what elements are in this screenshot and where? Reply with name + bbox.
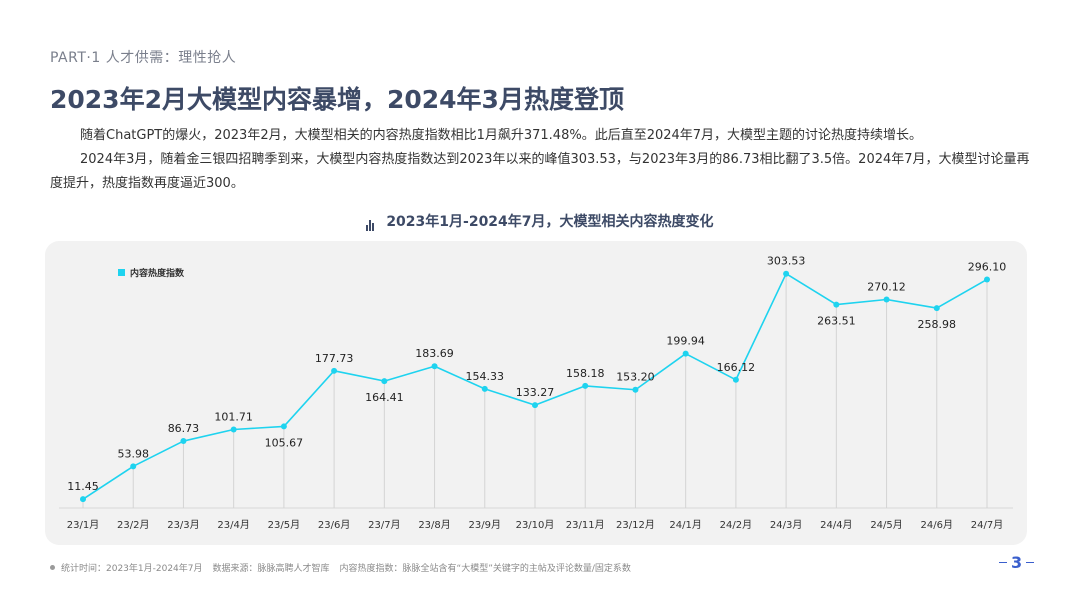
data-label: 183.69 (415, 347, 454, 360)
data-label: 53.98 (117, 447, 149, 460)
data-point (80, 496, 86, 503)
chart-panel: 11.45 53.98 86.73 101.71 105.67 177.73 164.41 1… (45, 241, 1027, 545)
x-tick-label: 23/12月 (616, 519, 655, 531)
intro-paragraph-1: 随着ChatGPT的爆火，2023年2月，大模型相关的内容热度指数相比1月飙升3… (80, 128, 923, 143)
data-label: 133.27 (516, 386, 555, 399)
data-label: 166.12 (717, 361, 756, 374)
x-tick-label: 23/3月 (167, 519, 199, 531)
data-point (833, 301, 840, 308)
data-point (532, 402, 538, 409)
data-point (984, 276, 990, 283)
bar-chart-icon (366, 215, 375, 231)
chart-title: 2023年1月-2024年7月，大模型相关内容热度变化 (386, 214, 714, 230)
chart-legend: 内容热度指数 (118, 266, 184, 279)
data-label: 296.10 (968, 260, 1007, 273)
footer-stat-period: 统计时间：2023年1月-2024年7月 (61, 564, 203, 574)
footer-index-definition: 内容热度指数：脉脉全站含有“大模型”关键字的主帖及评论数量/固定系数 (339, 564, 631, 574)
x-tick-label: 24/4月 (820, 519, 852, 531)
legend-swatch (118, 269, 125, 276)
x-tick-label: 24/2月 (720, 519, 752, 531)
footer-note: 统计时间：2023年1月-2024年7月 数据来源：脉脉高聘人才智库 内容热度指… (50, 561, 641, 574)
data-label: 86.73 (168, 422, 200, 435)
data-point (381, 378, 388, 385)
data-point (280, 423, 287, 430)
page-number: 3 (995, 553, 1038, 572)
data-point (682, 350, 689, 357)
data-label: 11.45 (67, 480, 99, 493)
data-point (632, 386, 639, 393)
data-point (130, 463, 137, 470)
data-label: 270.12 (867, 281, 906, 294)
data-point (933, 305, 940, 312)
data-point (481, 385, 488, 392)
data-label: 154.33 (466, 370, 505, 383)
data-label: 303.53 (767, 255, 806, 268)
data-label: 263.51 (817, 315, 856, 328)
line-chart: 11.45 53.98 86.73 101.71 105.67 177.73 164.41 1… (59, 255, 1013, 531)
dash-left (999, 561, 1007, 564)
data-point (431, 363, 438, 370)
data-point (732, 376, 739, 383)
x-tick-label: 23/5月 (268, 519, 300, 531)
data-point (331, 367, 338, 374)
x-tick-label: 24/1月 (669, 519, 701, 531)
chart-heading: 2023年1月-2024年7月，大模型相关内容热度变化 (0, 211, 1080, 231)
data-point (582, 382, 589, 389)
intro-paragraph-2: 2024年3月，随着金三银四招聘季到来，大模型内容热度指数达到2023年以来的峰… (50, 152, 1030, 191)
data-label: 258.98 (918, 318, 957, 331)
x-tick-label: 23/8月 (418, 519, 450, 531)
page-number-value: 3 (1011, 553, 1023, 572)
data-point (783, 270, 790, 277)
legend-label: 内容热度指数 (130, 269, 185, 279)
data-label: 177.73 (315, 352, 354, 365)
x-tick-label: 24/7月 (971, 519, 1003, 531)
data-point (180, 438, 187, 445)
x-tick-label: 23/6月 (318, 519, 350, 531)
x-tick-label: 24/5月 (870, 519, 902, 531)
x-tick-label: 24/6月 (921, 519, 953, 531)
x-tick-label: 23/7月 (368, 519, 400, 531)
data-label: 105.67 (265, 436, 304, 449)
footer-data-source: 数据来源：脉脉高聘人才智库 (212, 564, 330, 574)
data-label: 101.71 (214, 410, 253, 423)
data-point (883, 296, 890, 303)
data-label: 199.94 (666, 335, 705, 348)
section-label: PART·1 人才供需：理性抢人 (50, 50, 237, 66)
page-headline: 2023年2月大模型内容暴增，2024年3月热度登顶 (50, 85, 624, 114)
x-tick-label: 23/4月 (217, 519, 249, 531)
x-tick-label: 23/10月 (516, 519, 555, 531)
x-tick-label: 24/3月 (770, 519, 802, 531)
data-label: 158.18 (566, 367, 605, 380)
data-label: 164.41 (365, 391, 404, 404)
data-point (230, 426, 237, 433)
x-tick-label: 23/11月 (566, 519, 605, 531)
x-tick-label: 23/9月 (469, 519, 501, 531)
bullet-dot-icon (50, 565, 55, 570)
data-label: 153.20 (616, 371, 655, 384)
x-tick-label: 23/1月 (67, 519, 99, 531)
dash-right (1026, 561, 1035, 564)
x-tick-label: 23/2月 (117, 519, 149, 531)
